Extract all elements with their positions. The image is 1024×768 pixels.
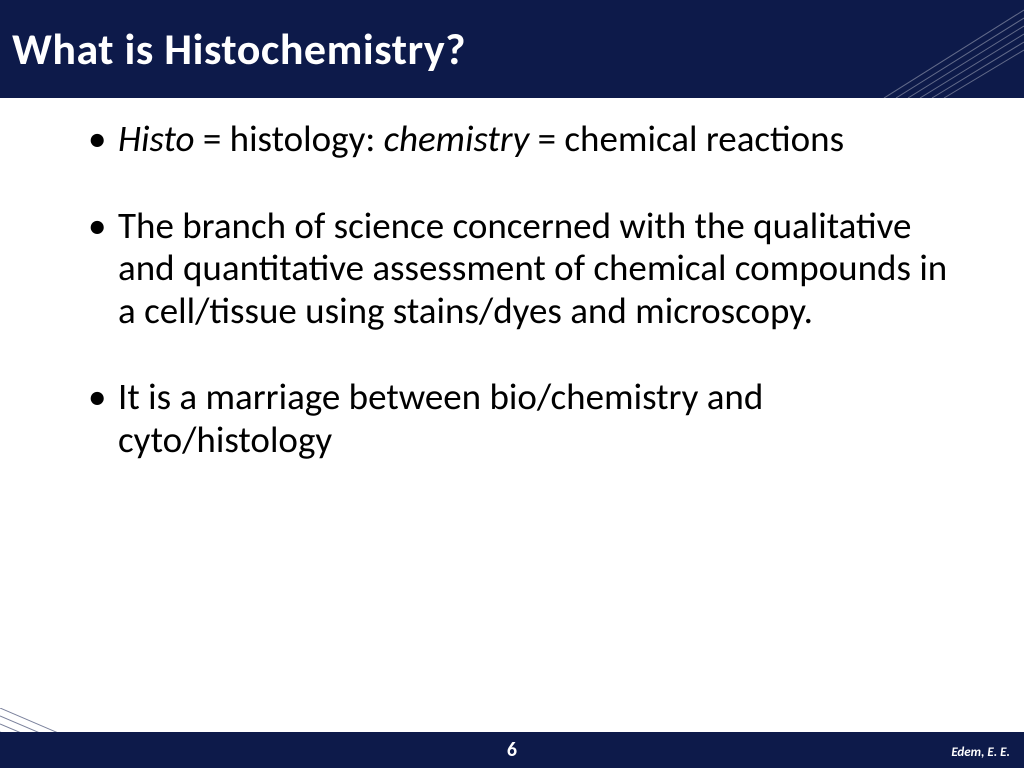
content-area: Histo = histology: chemistry = chemical … (88, 118, 958, 505)
page-number: 6 (0, 738, 1024, 762)
text-run: It is a marriage between bio/chemistry a… (118, 374, 763, 462)
text-run: chemistry (384, 116, 530, 161)
text-run: = chemical reactions (529, 116, 844, 161)
slide: What is Histochemistry? Histo = histolog… (0, 0, 1024, 768)
text-run: The branch of science concerned with the… (118, 203, 947, 333)
slide-title: What is Histochemistry? (12, 22, 466, 76)
bullet-item: It is a marriage between bio/chemistry a… (88, 376, 958, 461)
author-label: Edem, E. E. (951, 745, 1010, 760)
bullet-item: The branch of science concerned with the… (88, 205, 958, 333)
bullet-item: Histo = histology: chemistry = chemical … (88, 118, 958, 161)
text-run: = histology: (194, 116, 383, 161)
text-run: Histo (118, 116, 194, 161)
